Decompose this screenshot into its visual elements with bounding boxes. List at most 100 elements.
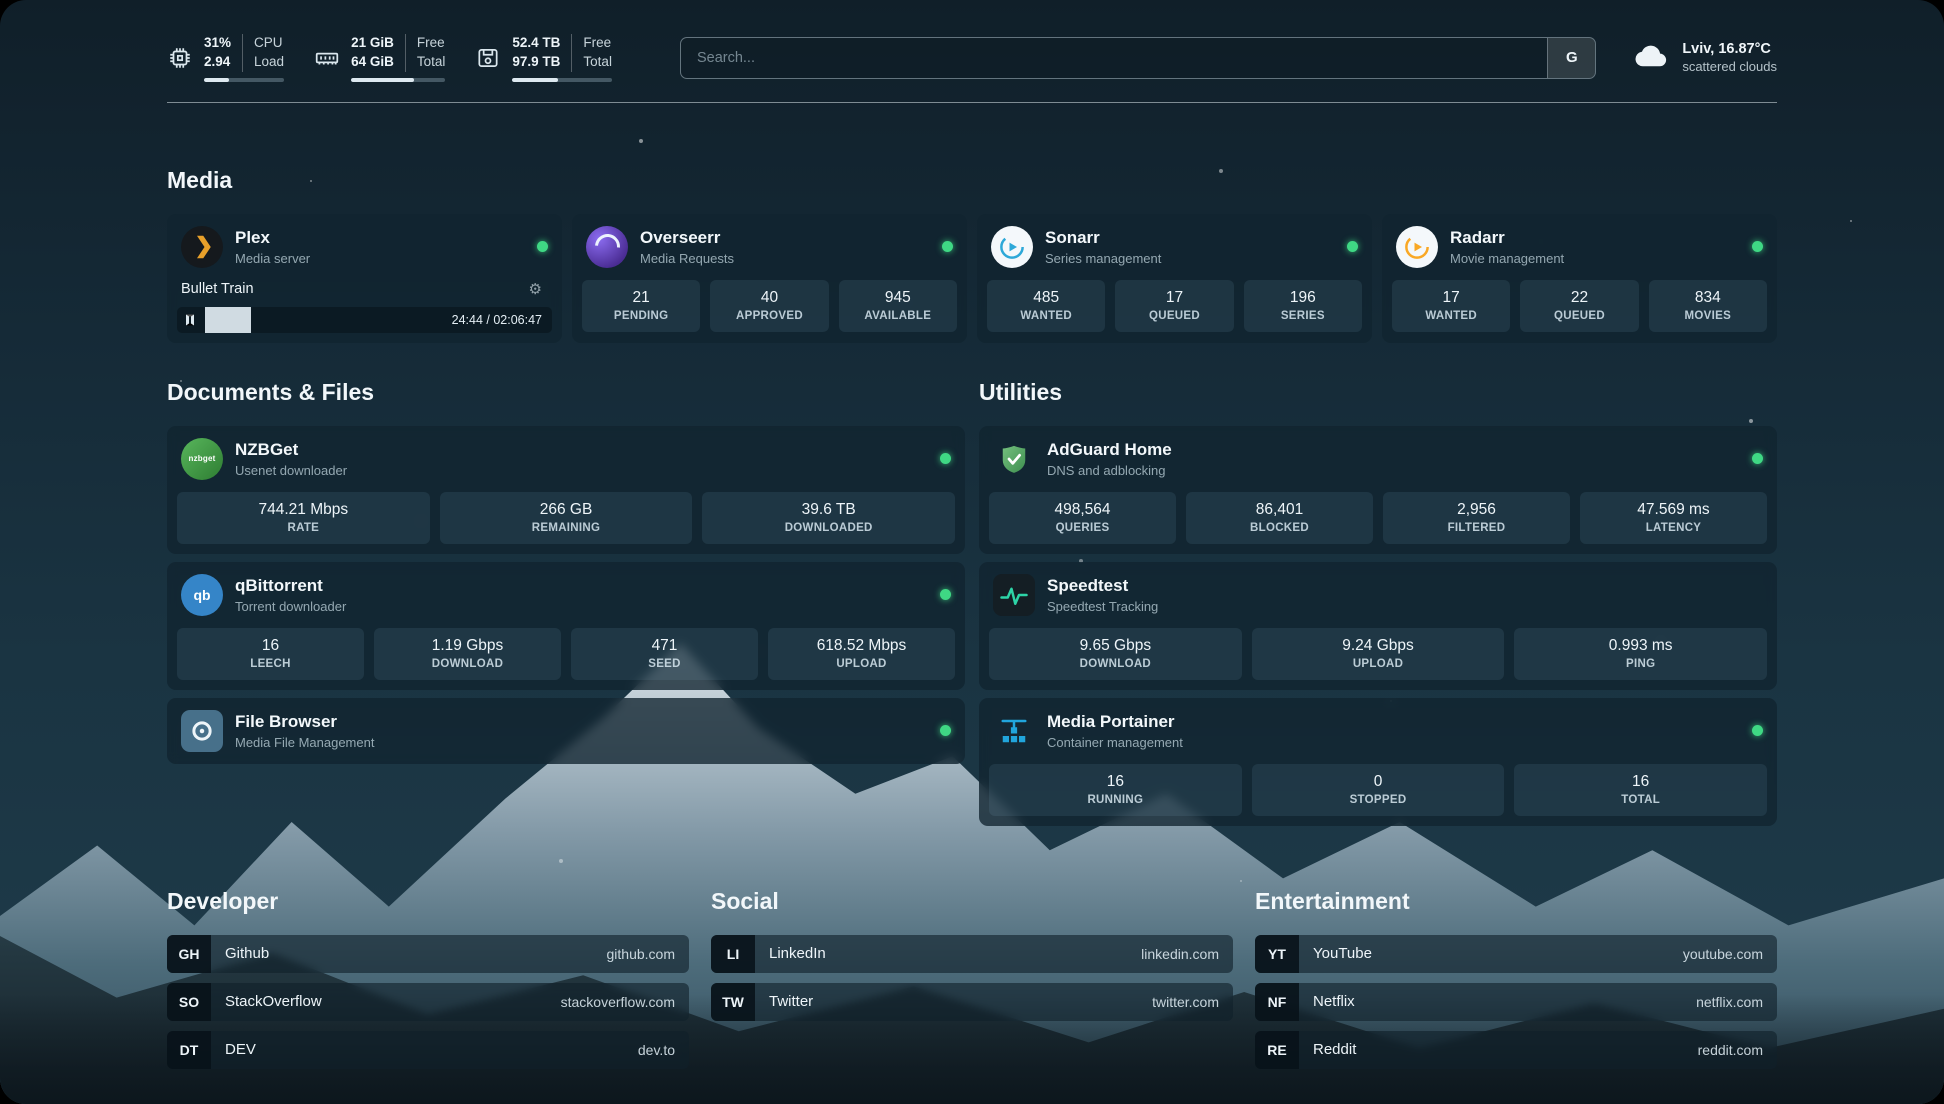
search-input[interactable] [680, 37, 1548, 78]
section-utilities: Utilities AdGuard Home DNS and adblockin… [979, 379, 1777, 834]
status-dot [537, 241, 548, 253]
reddit-badge: RE [1255, 1030, 1299, 1069]
app-subtitle: Movie management [1450, 250, 1565, 266]
stat-value: 744.21 Mbps [258, 501, 349, 519]
stat-value: 17 [1442, 289, 1460, 307]
disk-total-label: Total [583, 53, 612, 69]
stat-value: 2,956 [1457, 501, 1496, 519]
status-dot [1347, 241, 1358, 253]
cpu-load-label: Load [254, 53, 285, 69]
bookmark-name: LinkedIn [769, 945, 826, 963]
stat-label: SEED [648, 658, 681, 671]
adguard-icon [993, 438, 1035, 480]
stat-label: WANTED [1425, 310, 1477, 323]
app-card-overseerr[interactable]: Overseerr Media Requests 21 PENDING 40 A… [572, 213, 967, 343]
stat-label: AVAILABLE [864, 310, 932, 323]
stat-box: 47.569 ms LATENCY [1580, 491, 1767, 544]
stat-label: DOWNLOAD [431, 658, 504, 671]
filebrowser-icon [181, 709, 223, 752]
app-name: AdGuard Home [1047, 439, 1172, 459]
stat-label: SERIES [1280, 310, 1325, 323]
plex-icon [181, 225, 223, 268]
app-name: NZBGet [235, 439, 299, 459]
overseerr-icon [586, 225, 628, 268]
status-dot [1752, 725, 1763, 737]
app-card-nzbget[interactable]: nzbget NZBGet Usenet downloader 744.21 M… [167, 425, 965, 554]
stat-value: 1.19 Gbps [431, 637, 504, 655]
memory-readout: 21 GiB 64 GiB Free Total [351, 34, 446, 82]
status-dot [1752, 241, 1763, 253]
search-bar[interactable]: G [679, 36, 1597, 79]
bookmark-github[interactable]: GH Github github.com [167, 934, 689, 973]
stat-value: 22 [1570, 289, 1589, 307]
bookmark-name: DEV [225, 1041, 256, 1059]
plex-progress-fill [205, 306, 251, 333]
stat-box: 744.21 Mbps RATE [177, 491, 430, 544]
memory-total-label: Total [416, 53, 446, 69]
bookmark-dev[interactable]: DT DEV dev.to [167, 1030, 689, 1069]
dashboard-content: 31% 2.94 CPU Load [0, 34, 1944, 1079]
stat-value: 9.65 Gbps [1079, 637, 1152, 655]
section-title-developer: Developer [167, 887, 279, 914]
search-engine-button[interactable]: G [1547, 37, 1596, 78]
bookmark-url: twitter.com [1152, 993, 1219, 1010]
gear-icon[interactable] [523, 279, 548, 299]
stat-label: STOPPED [1349, 794, 1407, 807]
cpu-usage-bar [204, 77, 285, 82]
stat-value: 618.52 Mbps [816, 637, 907, 655]
cpu-label: CPU [254, 35, 283, 50]
app-name: Radarr [1450, 227, 1505, 247]
memory-icon [314, 45, 340, 71]
app-card-adguard[interactable]: AdGuard Home DNS and adblocking 498,564 … [979, 425, 1777, 554]
disk-total-value: 97.9 TB [512, 53, 561, 69]
app-subtitle: Series management [1045, 250, 1162, 266]
stat-value: 485 [1033, 289, 1060, 307]
stat-value: 16 [261, 637, 280, 655]
stat-value: 47.569 ms [1637, 501, 1710, 519]
stat-value: 471 [651, 637, 678, 655]
stat-box: 945 AVAILABLE [838, 279, 957, 332]
app-subtitle: Media File Management [235, 734, 375, 750]
stackoverflow-badge: SO [167, 982, 211, 1021]
app-card-qbittorrent[interactable]: qb qBittorrent Torrent downloader 16 LEE… [167, 561, 965, 690]
header-divider [167, 101, 1777, 103]
stat-label: BLOCKED [1250, 522, 1309, 535]
app-card-speedtest[interactable]: Speedtest Speedtest Tracking 9.65 Gbps D… [979, 561, 1777, 690]
stat-box: 21 PENDING [582, 279, 701, 332]
bookmark-youtube[interactable]: YT YouTube youtube.com [1255, 934, 1777, 973]
weather-condition: scattered clouds [1682, 59, 1777, 75]
bookmark-stackoverflow[interactable]: SO StackOverflow stackoverflow.com [167, 982, 689, 1021]
bookmark-url: netflix.com [1696, 993, 1763, 1010]
netflix-badge: NF [1255, 982, 1299, 1021]
app-card-radarr[interactable]: Radarr Movie management 17 WANTED 22 QUE… [1382, 213, 1777, 343]
pause-icon[interactable] [186, 314, 194, 326]
status-dot [940, 453, 951, 465]
stat-box: 196 SERIES [1243, 279, 1362, 332]
stat-value: 16 [1632, 773, 1650, 791]
stat-value: 9.24 Gbps [1342, 637, 1414, 655]
stat-label: FILTERED [1447, 522, 1506, 535]
stat-label: UPLOAD [1352, 658, 1404, 671]
section-media: Media Plex Media server [167, 167, 1777, 343]
stat-value: 196 [1289, 289, 1316, 307]
stat-label: QUERIES [1055, 522, 1110, 535]
app-subtitle: DNS and adblocking [1047, 462, 1166, 478]
cpu-readout: 31% 2.94 CPU Load [204, 34, 285, 82]
app-card-portainer[interactable]: Media Portainer Container management 16 … [979, 697, 1777, 826]
plex-progress-bar[interactable]: 24:44 / 02:06:47 [177, 306, 552, 333]
bookmark-reddit[interactable]: RE Reddit reddit.com [1255, 1030, 1777, 1069]
bookmark-netflix[interactable]: NF Netflix netflix.com [1255, 982, 1777, 1021]
stat-label: QUEUED [1148, 310, 1200, 323]
section-title-documents: Documents & Files [167, 378, 375, 405]
app-card-plex[interactable]: Plex Media server Bullet Train 24:44 / 0… [167, 213, 562, 343]
disk-readout: 52.4 TB 97.9 TB Free Total [512, 34, 612, 82]
bookmark-linkedin[interactable]: LI LinkedIn linkedin.com [711, 934, 1233, 973]
app-card-sonarr[interactable]: Sonarr Series management 485 WANTED 17 Q… [977, 213, 1372, 343]
bookmark-url: github.com [606, 945, 675, 962]
stat-box: 0.993 ms PING [1514, 627, 1768, 680]
weather-location: Lviv, 16.87°C [1682, 41, 1771, 58]
stat-label: MOVIES [1684, 310, 1732, 323]
bookmark-twitter[interactable]: TW Twitter twitter.com [711, 982, 1233, 1021]
app-card-filebrowser[interactable]: File Browser Media File Management [167, 697, 965, 764]
stat-box: 498,564 QUERIES [989, 491, 1176, 544]
